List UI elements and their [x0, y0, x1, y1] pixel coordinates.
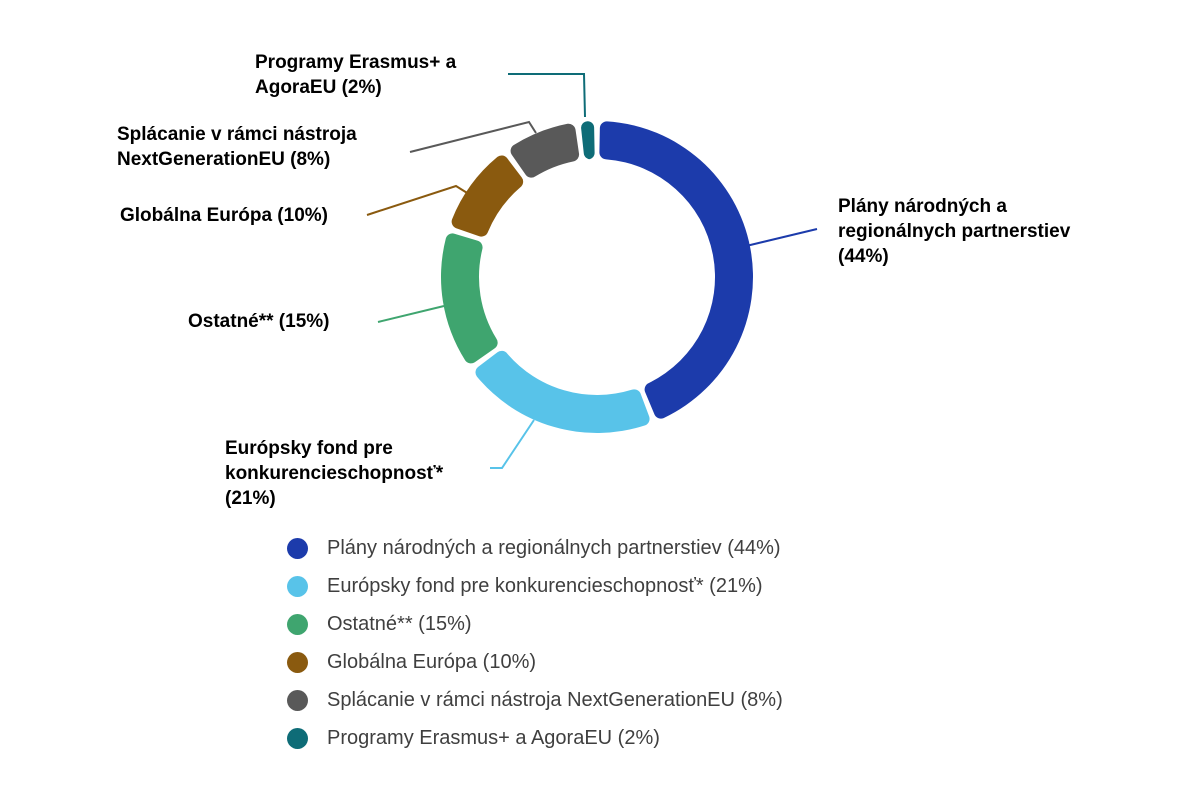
callout-text-line: (44%) [838, 246, 889, 267]
legend-label: Plány národných a regionálnych partnerst… [327, 536, 781, 559]
legend-label: Ostatné** (15%) [327, 612, 472, 635]
donut-segment [451, 155, 524, 237]
callout-text-line: Ostatné** (15%) [188, 311, 330, 332]
callout-text-line: Európsky fond pre [225, 438, 393, 459]
legend-item: Splácanie v rámci nástroja NextGeneratio… [287, 681, 783, 719]
callout-text-line: Splácanie v rámci nástroja [117, 124, 357, 145]
callout-text-line: AgoraEU (2%) [255, 77, 382, 98]
callout-text-line: Plány národných a [838, 196, 1007, 217]
callout-splacanie-ngeu: Splácanie v rámci nástroja NextGeneratio… [117, 122, 357, 172]
callout-ostatne: Ostatné** (15%) [188, 309, 330, 334]
callout-globalna-europa: Globálna Európa (10%) [120, 203, 328, 228]
donut-segment [440, 233, 498, 364]
legend-dot [287, 651, 308, 673]
callout-text-line: konkurencieschopnosť* [225, 463, 444, 484]
callout-text-line: Globálna Európa (10%) [120, 205, 328, 226]
donut-segment [581, 121, 595, 160]
callout-plany-narodnych: Plány národných a regionálnych partnerst… [838, 194, 1070, 269]
callout-text-line: NextGenerationEU (8%) [117, 149, 331, 170]
legend-item: Globálna Európa (10%) [287, 643, 783, 681]
callout-text-line: (21%) [225, 488, 276, 509]
donut-segment [599, 121, 754, 419]
legend-label: Programy Erasmus+ a AgoraEU (2%) [327, 726, 660, 749]
legend-item: Európsky fond pre konkurencieschopnosť* … [287, 567, 783, 605]
legend-dot [287, 727, 308, 749]
legend-item: Ostatné** (15%) [287, 605, 783, 643]
leader-line [409, 120, 537, 153]
leader-line [377, 305, 445, 323]
leader-line [490, 419, 535, 469]
donut-segment [510, 123, 580, 178]
callout-text-line: Programy Erasmus+ a [255, 52, 457, 73]
legend-dot [287, 575, 308, 597]
legend-dot [287, 537, 308, 559]
callout-europsky-fond: Európsky fond pre konkurencieschopnosť* … [225, 436, 443, 511]
legend-label: Splácanie v rámci nástroja NextGeneratio… [327, 688, 783, 711]
legend-dot [287, 689, 308, 711]
legend-label: Globálna Európa (10%) [327, 650, 537, 673]
callout-text-line: regionálnych partnerstiev [838, 221, 1071, 242]
legend-label: Európsky fond pre konkurencieschopnosť* … [327, 574, 763, 597]
legend-item: Plány národných a regionálnych partnerst… [287, 529, 783, 567]
callout-programy-erasmus: Programy Erasmus+ a AgoraEU (2%) [255, 50, 456, 100]
legend-dot [287, 613, 308, 635]
legend-item: Programy Erasmus+ a AgoraEU (2%) [287, 719, 783, 757]
donut-segment [475, 350, 650, 433]
leader-line [741, 228, 818, 248]
legend: Plány národných a regionálnych partnerst… [287, 529, 783, 757]
leader-line [508, 73, 586, 118]
